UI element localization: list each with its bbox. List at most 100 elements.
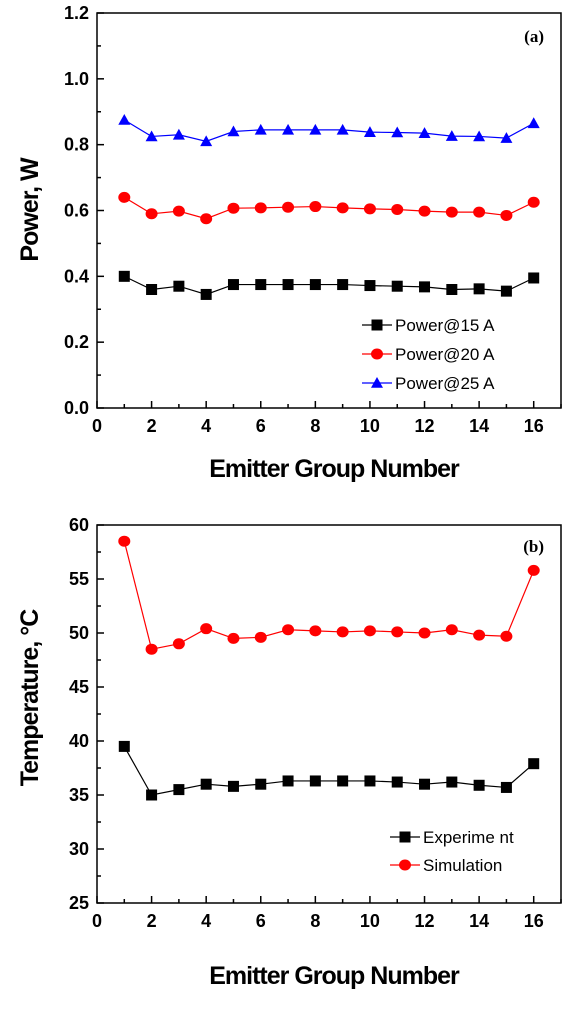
data-point-b-1 [473, 779, 485, 791]
data-point-a-1 [419, 281, 431, 293]
legend-marker-a [371, 319, 383, 331]
data-point-b-1 [200, 778, 212, 790]
data-point-a-3 [336, 123, 349, 135]
x-tick-label-a: 4 [201, 416, 211, 436]
x-tick-label-b: 10 [360, 911, 380, 931]
data-point-a-1 [473, 283, 485, 295]
data-point-a-1 [200, 288, 212, 300]
data-point-b-2 [445, 624, 458, 636]
x-tick-label-a: 14 [469, 416, 489, 436]
data-point-b-2 [500, 630, 513, 642]
data-point-a-3 [172, 128, 185, 140]
series-line-a-1 [124, 275, 534, 296]
data-point-a-3 [145, 130, 158, 142]
x-tick-label-a: 16 [524, 416, 544, 436]
legend-label-a: Power@25 A [395, 374, 495, 393]
data-point-b-2 [391, 626, 404, 638]
data-point-a-2 [172, 205, 185, 217]
data-point-a-3 [282, 123, 295, 135]
data-point-b-1 [500, 781, 512, 793]
data-point-b-1 [337, 775, 349, 787]
panel-label-b: (b) [523, 537, 544, 556]
data-point-a-1 [528, 272, 540, 284]
x-tick-label-b: 12 [415, 911, 435, 931]
x-tick-label-a: 2 [147, 416, 157, 436]
chart-panel-a: Power, W Emitter Group Number (a) 0 2 4 6 8 1… [16, 3, 562, 483]
data-point-b-1 [255, 778, 267, 790]
series-line-b-2 [123, 541, 535, 650]
y-tick-label-b: 30 [69, 839, 89, 859]
x-tick-label-a: 6 [256, 416, 266, 436]
x-tick-label-a: 10 [360, 416, 380, 436]
x-tick-label-a: 0 [92, 416, 102, 436]
data-point-a-2 [118, 191, 131, 203]
data-point-a-1 [118, 270, 130, 282]
data-point-b-2 [254, 631, 267, 643]
data-point-a-2 [473, 206, 486, 218]
x-tick-label-b: 4 [201, 911, 211, 931]
data-point-b-1 [391, 776, 403, 788]
data-point-a-1 [391, 280, 403, 292]
y-tick-label-b: 55 [69, 569, 89, 589]
y-tick-label-a: 0.8 [64, 135, 89, 155]
data-point-a-1 [446, 284, 458, 295]
y-tick-label-a: 0.4 [64, 266, 89, 286]
data-point-a-3 [227, 125, 240, 137]
legend-marker-b [399, 859, 411, 871]
x-tick-label-b: 8 [310, 911, 320, 931]
data-point-a-3 [118, 113, 131, 125]
data-point-b-2 [418, 627, 431, 639]
data-point-a-2 [254, 202, 267, 214]
data-point-b-2 [282, 624, 295, 636]
data-point-a-2 [336, 202, 349, 214]
y-tick-label-b: 40 [69, 731, 89, 751]
series-line-a-2 [123, 196, 534, 220]
data-point-b-2 [309, 625, 322, 637]
data-point-b-2 [118, 535, 131, 547]
chart-panel-b: Temperature, °C Emitter Group Number (b)… [16, 515, 562, 990]
data-point-a-1 [364, 280, 376, 292]
legend-marker-b [399, 831, 411, 843]
data-point-a-2 [145, 208, 158, 220]
data-point-b-2 [527, 564, 540, 576]
data-point-b-1 [419, 778, 431, 790]
data-point-b-2 [200, 623, 213, 635]
y-tick-label-b: 35 [69, 785, 89, 805]
legend-marker-a [371, 377, 383, 388]
data-point-b-1 [173, 784, 185, 796]
y-tick-label-a: 0.0 [64, 398, 89, 418]
data-point-b-2 [473, 629, 486, 641]
data-point-a-2 [363, 203, 376, 215]
x-tick-label-b: 2 [147, 911, 157, 931]
legend-marker-a [371, 348, 383, 360]
data-point-b-1 [118, 740, 130, 752]
series-line-a-3 [123, 119, 534, 143]
data-point-b-2 [336, 626, 349, 638]
data-point-a-3 [473, 130, 486, 142]
y-tick-label-b: 45 [69, 677, 89, 697]
data-point-a-3 [500, 132, 513, 143]
data-point-a-2 [391, 204, 404, 216]
data-point-a-3 [254, 123, 267, 135]
data-point-a-1 [309, 279, 321, 291]
data-point-a-1 [227, 279, 239, 291]
y-tick-label-a: 0.2 [64, 332, 89, 352]
y-tick-label-b: 25 [69, 893, 89, 913]
x-tick-label-b: 6 [256, 911, 266, 931]
data-point-a-1 [146, 284, 158, 295]
y-tick-label-a: 0.6 [64, 201, 89, 221]
data-point-a-3 [391, 126, 404, 138]
y-tick-label-b: 60 [69, 515, 89, 535]
panel-label-a: (a) [524, 27, 544, 46]
data-point-a-1 [337, 279, 349, 291]
legend-label-a: Power@20 A [395, 345, 495, 364]
y-tick-label-a: 1.0 [64, 69, 89, 89]
data-point-b-1 [364, 775, 376, 787]
legend-label-b: Experime nt [423, 828, 514, 847]
y-tick-label-a: 1.2 [64, 3, 89, 23]
x-tick-label-b: 0 [92, 911, 102, 931]
x-axis-title-b: Emitter Group Number [209, 962, 460, 990]
data-point-a-2 [200, 213, 213, 225]
data-point-b-1 [227, 780, 239, 792]
